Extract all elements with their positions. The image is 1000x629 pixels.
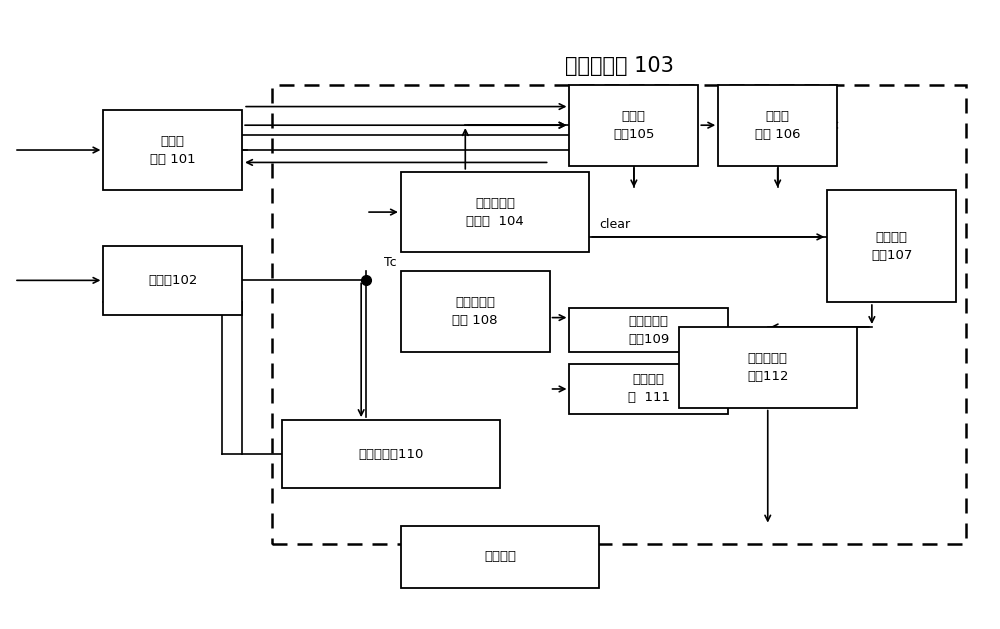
Bar [282,420,500,488]
Bar [569,85,698,165]
Bar [569,308,728,352]
Text: 滑动滤波窗
模块112: 滑动滤波窗 模块112 [747,352,788,383]
Text: 数字处理器 103: 数字处理器 103 [565,56,673,76]
Text: 模数转
换器 101: 模数转 换器 101 [150,135,196,165]
Text: 加法器
模块 106: 加法器 模块 106 [755,109,800,141]
Bar [718,85,837,165]
Text: Tc: Tc [384,256,397,269]
Bar [401,271,550,352]
Text: 零相位探测
器模块  104: 零相位探测 器模块 104 [466,197,524,228]
Bar [272,85,966,544]
Text: 相位计数器
模块 108: 相位计数器 模块 108 [452,296,498,327]
Bar [679,327,857,408]
Text: 相位控制器
模块109: 相位控制器 模块109 [628,314,669,345]
Bar [103,246,242,314]
Text: 结果数值: 结果数值 [484,550,516,563]
Text: 锁相环102: 锁相环102 [148,274,197,287]
Bar [569,364,728,414]
Text: 分频器模块110: 分频器模块110 [358,448,424,460]
Bar [401,525,599,587]
Bar [401,172,589,252]
Bar [827,191,956,302]
Bar [103,109,242,191]
Text: 查找表模
块  111: 查找表模 块 111 [628,374,670,404]
Text: clear: clear [599,218,630,231]
Text: 求平均值
模块107: 求平均值 模块107 [871,231,912,262]
Text: 乘法器
模块105: 乘法器 模块105 [613,109,655,141]
